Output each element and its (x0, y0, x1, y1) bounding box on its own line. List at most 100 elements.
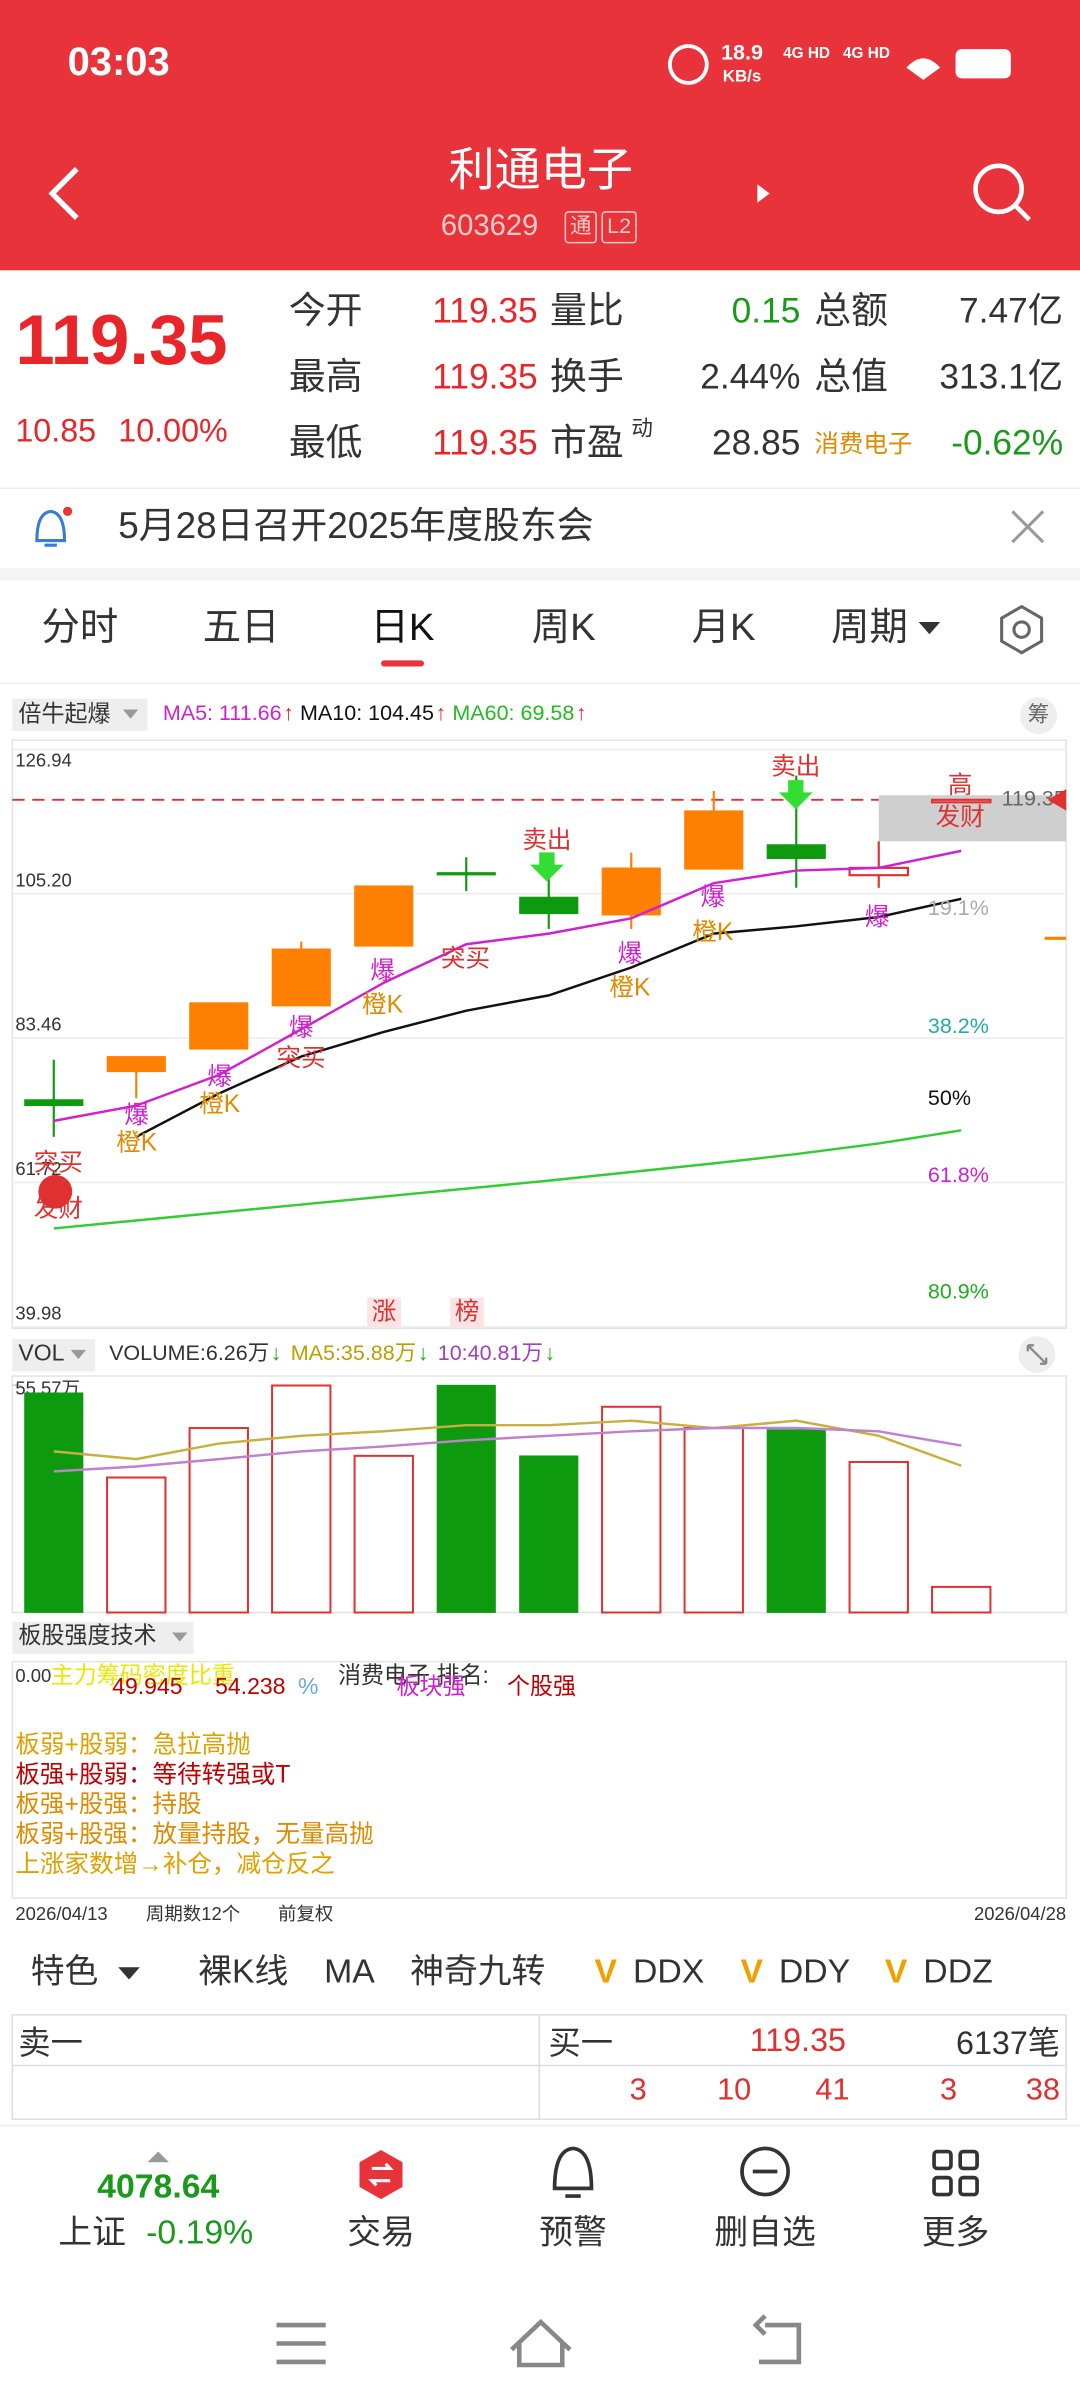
value: 0.15 (732, 292, 801, 331)
more-icon[interactable] (932, 2149, 979, 2197)
items[interactable]: 更多 (922, 2213, 990, 2251)
buy-price: 119.35 (750, 2022, 846, 2058)
switch-arrow[interactable] (757, 184, 770, 203)
text: 10:40.81万 (438, 1341, 543, 1365)
value: 119.35 (432, 424, 537, 463)
panel-box (12, 1621, 194, 1654)
items[interactable]: 裸K线 (198, 1952, 288, 1990)
levels: 10 (717, 2072, 751, 2107)
levels: 41 (815, 2072, 849, 2107)
items[interactable]: 预警 (539, 2213, 607, 2251)
arrow: ↑ (435, 701, 446, 725)
tabs[interactable]: 日K (371, 606, 435, 649)
chip-button[interactable] (1020, 697, 1057, 735)
tabs[interactable]: 五日 (203, 606, 280, 649)
side-button: 筹 (1028, 702, 1050, 726)
more-cell (958, 2149, 979, 2171)
annotations: 爆 (289, 1013, 314, 1041)
items[interactable]: DDX (633, 1952, 704, 1990)
indicator: 倍牛起爆 (18, 701, 110, 727)
volume-bar (766, 1429, 826, 1613)
strength-frame (11, 1660, 1067, 1899)
yticks: 39.98 (15, 1302, 61, 1323)
value: 28.85 (712, 424, 800, 463)
candle-body (519, 896, 579, 915)
candle-body (601, 867, 661, 916)
label: VOL (18, 1340, 64, 1366)
items[interactable]: MA (324, 1952, 375, 1990)
badges: 通 (570, 214, 592, 238)
tabs[interactable]: 分时 (42, 606, 119, 649)
search-button[interactable] (973, 163, 1024, 215)
sell-label: 卖一 (18, 2025, 83, 2061)
change-pct: 10.00% (118, 413, 227, 449)
marker: V (740, 1952, 763, 1990)
items[interactable]: DDY (779, 1952, 850, 1990)
candle-body (436, 872, 496, 876)
value: 119.35 (432, 292, 537, 331)
items[interactable]: 特色 (31, 1952, 99, 1990)
annotations: 发财 (34, 1195, 83, 1223)
price-pointer (1047, 789, 1067, 811)
index-value[interactable]: 4078.64 (97, 2167, 219, 2205)
price-line: 119.35 (1002, 787, 1066, 811)
header-bg (0, 0, 1080, 271)
fortune-icon (38, 1174, 73, 1209)
arrow: ↑ (576, 701, 587, 725)
tabs[interactable]: 周期 (831, 606, 908, 649)
arrow: ↓ (418, 1341, 429, 1365)
periods: 周期数12个 (146, 1903, 240, 1924)
back-key[interactable] (752, 2314, 802, 2365)
volume-bar (931, 1585, 992, 1614)
volume-bar (436, 1384, 496, 1613)
wifi (906, 58, 941, 80)
arrow: ↑ (283, 701, 294, 725)
text: 19.1% (928, 896, 989, 920)
line-title: 主力筹码密度比重 (51, 1662, 235, 1688)
close-notice[interactable] (1011, 510, 1045, 544)
speed-unit: KB/s (723, 66, 761, 85)
text: 38.2% (928, 1014, 989, 1038)
arrow: ↓ (271, 1341, 282, 1365)
alert-icon[interactable] (552, 2146, 594, 2198)
candle-body (24, 1099, 84, 1106)
index-arrow (147, 2151, 169, 2163)
badges: L2 (607, 214, 631, 238)
annotations: 橙K (362, 990, 404, 1018)
volume-bar (24, 1392, 84, 1613)
rank-label: 消费电子 排名: (338, 1662, 489, 1688)
notice[interactable]: 5月28日召开2025年度股东会 (118, 505, 593, 546)
menu-key[interactable] (276, 2322, 326, 2365)
candle-body (271, 948, 331, 1007)
tabs[interactable]: 周K (532, 606, 596, 649)
items[interactable]: DDZ (923, 1952, 992, 1990)
ma-line (53, 1426, 962, 1473)
volume-bar (353, 1454, 414, 1614)
value: 313.1亿 (939, 358, 1063, 397)
items[interactable]: 删自选 (714, 2213, 815, 2251)
annotations: 高 (948, 771, 973, 799)
index-name: 上证 (58, 2213, 126, 2251)
tabs[interactable]: 月K (692, 606, 756, 649)
items[interactable]: 交易 (347, 2213, 415, 2251)
items[interactable]: 神奇九转 (410, 1952, 545, 1990)
stock-state: 个股强 (507, 1673, 576, 1699)
adjust: 前复权 (278, 1903, 333, 1924)
text: MA60: 69.58 (452, 701, 574, 725)
label: 总额 (814, 290, 888, 331)
label: 市盈 (550, 422, 624, 463)
label: 105.20 (15, 869, 71, 890)
trade-icon[interactable] (359, 2150, 403, 2200)
home-key[interactable] (509, 2318, 572, 2368)
unit: % (298, 1673, 318, 1699)
volume-bar (519, 1455, 579, 1613)
rules: 上涨家数增→补仓，减仓反之 (15, 1850, 334, 1878)
annotations: 卖出 (771, 752, 820, 780)
back-button[interactable] (48, 167, 79, 220)
remove-icon[interactable] (740, 2146, 790, 2197)
panel-arrow (172, 1632, 188, 1642)
text: 80.9% (928, 1280, 989, 1304)
settings-button[interactable] (1000, 604, 1044, 655)
annotations: 涨 (372, 1298, 397, 1326)
